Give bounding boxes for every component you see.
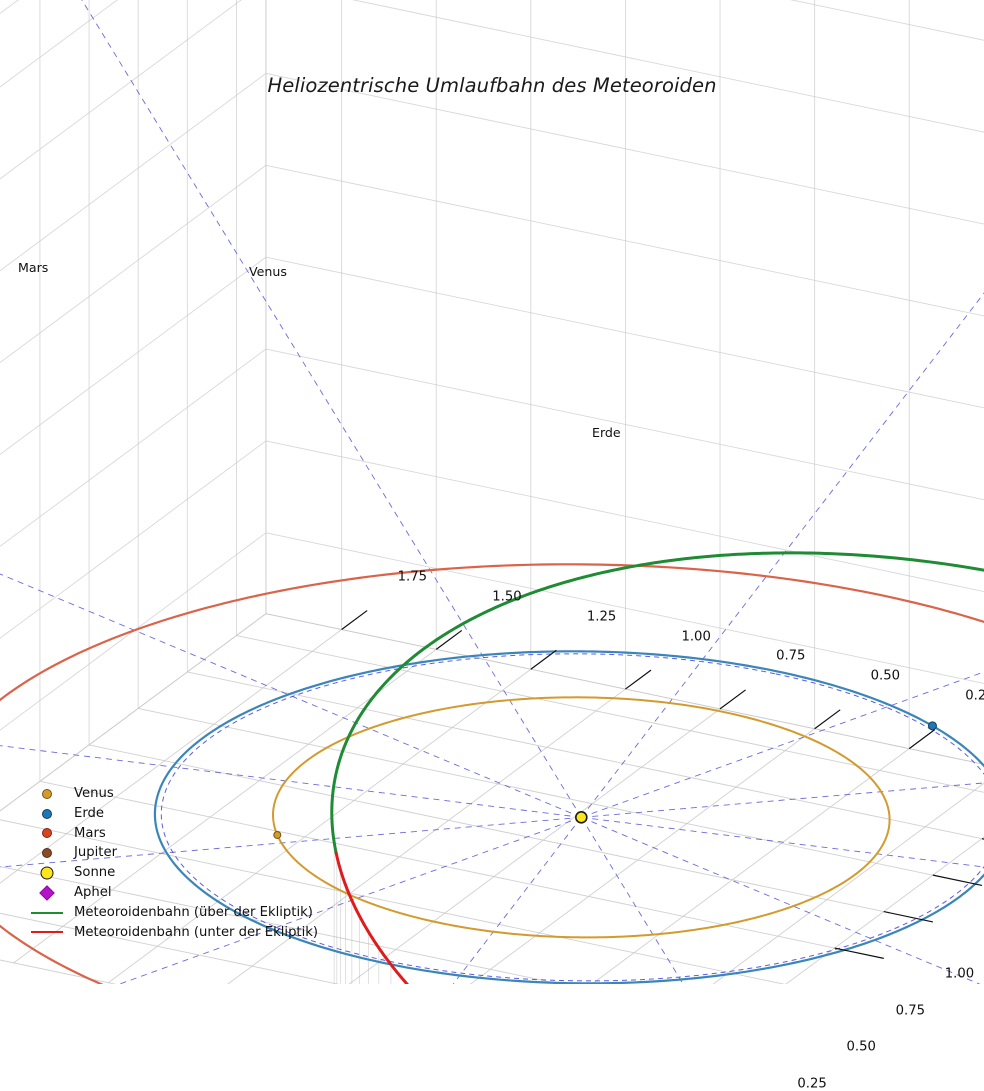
legend-line-icon: [31, 931, 63, 934]
legend-item-label: Jupiter: [74, 845, 117, 861]
legend-dot-icon: [42, 848, 52, 859]
body-label-mars: Mars: [18, 260, 49, 275]
axes-panes: [0, 0, 984, 984]
legend-item-label: Meteoroidenbahn (unter der Ekliptik): [74, 924, 319, 940]
axis-tick-marks: [341, 610, 984, 984]
legend-item-7[interactable]: Meteoroidenbahn (unter der Ekliptik): [28, 923, 358, 943]
legend-item-label: Erde: [74, 805, 105, 821]
body-markers: [273, 721, 937, 839]
legend-item-5[interactable]: Aphel: [28, 883, 358, 903]
legend-dot-icon: [42, 808, 52, 819]
page-title: Heliozentrische Umlaufbahn des Meteoroid…: [267, 74, 717, 97]
legend-item-4[interactable]: Sonne: [28, 863, 358, 883]
radial-guide-rays: [0, 0, 984, 984]
x-tick-label-3: 1.00: [944, 966, 975, 982]
x-tick-label-1: 0.50: [846, 1039, 876, 1055]
x-tick-label-0: 0.25: [797, 1076, 827, 1091]
legend-line-icon: [31, 911, 63, 914]
legend-item-3[interactable]: Jupiter: [28, 843, 358, 863]
y-tick-label-5: 1.25: [586, 609, 617, 625]
legend-item-2[interactable]: Mars: [28, 824, 358, 844]
y-tick-label-3: 0.75: [776, 648, 806, 664]
legend-item-label: Aphel: [74, 884, 112, 900]
legend-item-6[interactable]: Meteoroidenbahn (über der Ekliptik): [28, 903, 358, 923]
orbit-droplines: [333, 841, 406, 984]
orbit-3d-scene: [0, 0, 984, 984]
legend-item-label: Meteoroidenbahn (über der Ekliptik): [74, 904, 313, 920]
y-tick-label-2: 0.50: [870, 668, 901, 684]
x-tick-label-2: 0.75: [895, 1003, 926, 1019]
y-tick-label-1: 0.25: [965, 688, 984, 704]
legend-dot-icon: [40, 866, 54, 880]
legend-item-label: Sonne: [74, 865, 116, 881]
y-tick-label-6: 1.50: [492, 589, 522, 605]
y-tick-label-4: 1.00: [681, 629, 711, 645]
planet-orbits: [0, 563, 984, 984]
body-label-erde: Erde: [592, 425, 621, 440]
legend-item-label: Mars: [74, 825, 106, 841]
legend-item-1[interactable]: Erde: [28, 804, 358, 824]
legend-item-label: Venus: [74, 786, 114, 801]
legend-dot-icon: [42, 828, 52, 839]
legend-item-0[interactable]: Venus: [28, 784, 358, 804]
legend-diamond-icon: [39, 885, 55, 901]
meteoroid-orbit: [330, 551, 984, 984]
legend: Venus Erde Mars Jupiter Sonne Aphel Meteoroide…: [28, 784, 358, 942]
legend-dot-icon: [42, 788, 52, 799]
y-tick-label-7: 1.75: [397, 569, 428, 585]
body-label-venus: Venus: [249, 264, 287, 279]
